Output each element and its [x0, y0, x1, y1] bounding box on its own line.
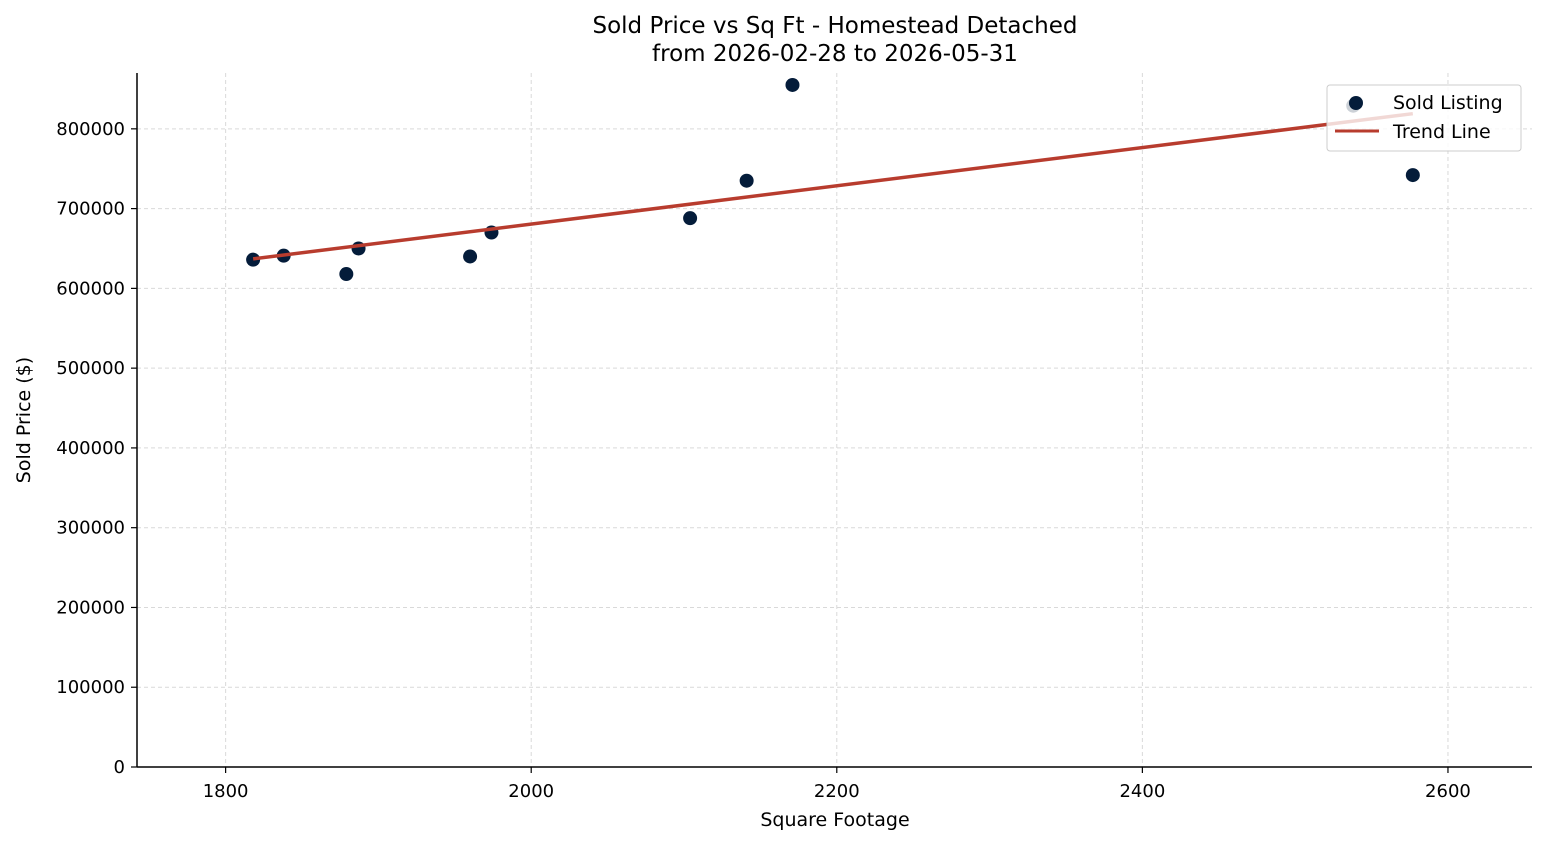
y-tick-label: 700000 [56, 199, 125, 220]
legend-label-trend-line: Trend Line [1392, 121, 1491, 143]
scatter-point [1405, 168, 1420, 183]
y-axis-label: Sold Price ($) [13, 357, 35, 483]
legend: Sold Listing Trend Line [1326, 84, 1522, 152]
legend-label-sold-listing: Sold Listing [1393, 92, 1503, 114]
y-tick-label: 500000 [56, 358, 125, 379]
y-tick-label: 400000 [56, 438, 125, 459]
scatter-point [339, 267, 354, 282]
y-tick-label: 200000 [56, 597, 125, 618]
y-tick-label: 600000 [56, 278, 125, 299]
x-tick-label: 2400 [1119, 781, 1165, 802]
y-tick-label: 0 [114, 757, 125, 778]
y-tick-label: 100000 [56, 677, 125, 698]
series [246, 77, 1420, 282]
x-tick-label: 2000 [508, 781, 554, 802]
grid [137, 73, 1532, 768]
x-tick-label: 2600 [1425, 781, 1471, 802]
chart-title: Sold Price vs Sq Ft - Homestead Detached [593, 13, 1078, 39]
x-axis-label: Square Footage [760, 809, 909, 831]
scatter-point [463, 249, 478, 264]
axes [131, 73, 1532, 773]
scatter-point [683, 211, 698, 226]
trend-line [252, 111, 1414, 261]
scatter-point [785, 77, 800, 92]
scatter-point [246, 252, 261, 267]
legend-box [1326, 84, 1522, 152]
chart-subtitle: from 2026-02-28 to 2026-05-31 [652, 41, 1018, 67]
x-tick-label: 2200 [814, 781, 860, 802]
tick-labels: 1800 2000 2200 2400 2600 0 100000 200000 300000 4… [56, 119, 1471, 802]
legend-marker-sold-listing [1349, 96, 1363, 110]
x-tick-label: 1800 [203, 781, 249, 802]
y-tick-label: 300000 [56, 518, 125, 539]
scatter-point [739, 173, 754, 188]
y-tick-label: 800000 [56, 119, 125, 140]
